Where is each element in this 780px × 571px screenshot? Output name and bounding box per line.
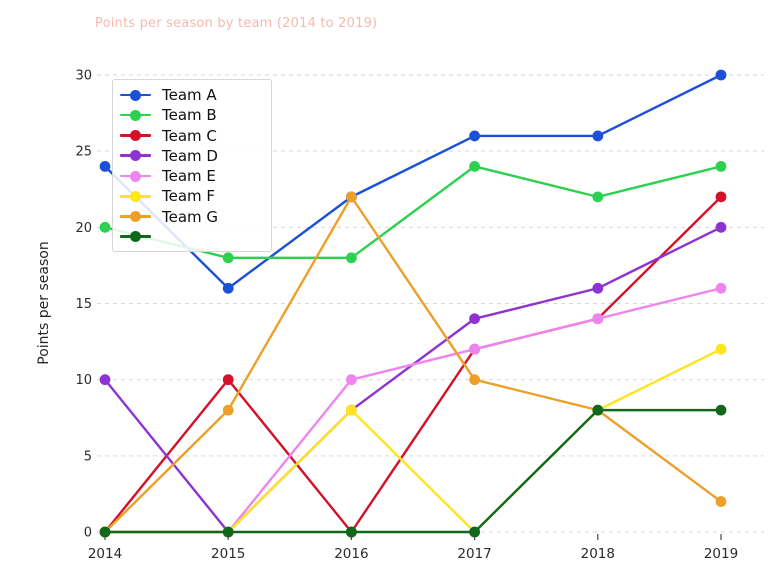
data-point-marker xyxy=(346,252,357,264)
data-point-marker xyxy=(222,374,234,386)
data-point-marker xyxy=(99,221,111,233)
legend-entry: Team D xyxy=(120,146,263,166)
data-point-marker xyxy=(715,69,727,81)
x-tick-label: 2019 xyxy=(704,546,738,562)
legend-label: Team G xyxy=(162,207,219,226)
legend-entry xyxy=(120,227,263,247)
series-line xyxy=(104,196,722,534)
legend-marker-icon xyxy=(120,130,151,142)
data-point-marker xyxy=(99,526,111,538)
legend-marker-icon xyxy=(120,109,151,121)
legend-label: Team A xyxy=(162,86,217,104)
legend-marker-icon xyxy=(120,211,151,223)
data-point-marker xyxy=(715,282,727,294)
data-point-marker xyxy=(222,404,234,416)
data-point-marker xyxy=(222,252,234,264)
data-point-marker xyxy=(715,161,727,172)
data-point-marker xyxy=(469,343,480,355)
data-point-marker xyxy=(715,191,727,203)
data-point-marker xyxy=(346,191,357,203)
legend-entry: Team C xyxy=(120,126,263,146)
x-tick-label: 2017 xyxy=(457,546,491,562)
series-line xyxy=(104,73,722,290)
data-point-marker xyxy=(99,161,111,172)
data-point-marker xyxy=(346,404,357,416)
y-tick-label: 15 xyxy=(75,297,92,312)
legend-entry: Team G xyxy=(120,207,263,227)
y-tick-label: 10 xyxy=(75,373,92,388)
data-point-marker xyxy=(469,526,480,538)
data-point-marker xyxy=(592,191,604,203)
legend-marker-icon xyxy=(120,170,151,182)
y-tick-label: 30 xyxy=(75,69,92,84)
y-tick-label: 5 xyxy=(84,449,92,464)
data-point-marker xyxy=(592,282,604,294)
data-point-marker xyxy=(592,313,604,325)
chart-title: Points per season by team (2014 to 2019) xyxy=(95,16,378,31)
y-tick-label: 25 xyxy=(75,145,92,160)
y-tick-label: 20 xyxy=(75,221,92,236)
data-point-marker xyxy=(592,130,604,142)
data-point-marker xyxy=(715,496,727,507)
data-point-marker xyxy=(99,374,111,386)
x-tick-label: 2015 xyxy=(211,546,245,562)
legend-label: Team C xyxy=(162,126,217,145)
data-point-marker xyxy=(469,161,480,172)
data-point-marker xyxy=(592,404,604,416)
legend-box: Team A Team B Team C Team D Team E Team F Team… xyxy=(112,79,272,252)
legend-label: Team E xyxy=(162,167,216,186)
series-line xyxy=(105,408,721,534)
data-point-marker xyxy=(469,313,480,325)
series-line xyxy=(104,195,722,533)
data-point-marker xyxy=(715,343,727,355)
legend-entry: Team A xyxy=(120,85,263,105)
legend-marker-icon xyxy=(120,231,151,243)
legend-entry: Team E xyxy=(120,166,263,186)
x-tick-label: 2014 xyxy=(88,546,122,562)
data-point-marker xyxy=(469,374,480,386)
data-point-marker xyxy=(222,282,234,294)
legend-label: Team B xyxy=(162,106,217,125)
data-point-marker xyxy=(715,221,727,233)
legend-marker-icon xyxy=(120,150,151,162)
legend-marker-icon xyxy=(120,190,151,202)
series-line xyxy=(104,165,722,259)
legend-label: Team F xyxy=(162,187,216,206)
x-tick-label: 2016 xyxy=(334,546,368,562)
data-point-marker xyxy=(222,526,234,538)
y-tick-label: 0 xyxy=(84,526,92,541)
data-point-marker xyxy=(469,130,480,142)
data-point-marker xyxy=(346,374,357,386)
data-point-marker xyxy=(346,526,357,538)
legend-label: Team D xyxy=(162,146,218,165)
legend-entry: Team F xyxy=(120,186,263,206)
legend-entry: Team B xyxy=(120,105,263,125)
data-point-marker xyxy=(715,404,727,416)
x-tick-label: 2018 xyxy=(581,546,615,562)
legend-marker-icon xyxy=(120,89,151,101)
